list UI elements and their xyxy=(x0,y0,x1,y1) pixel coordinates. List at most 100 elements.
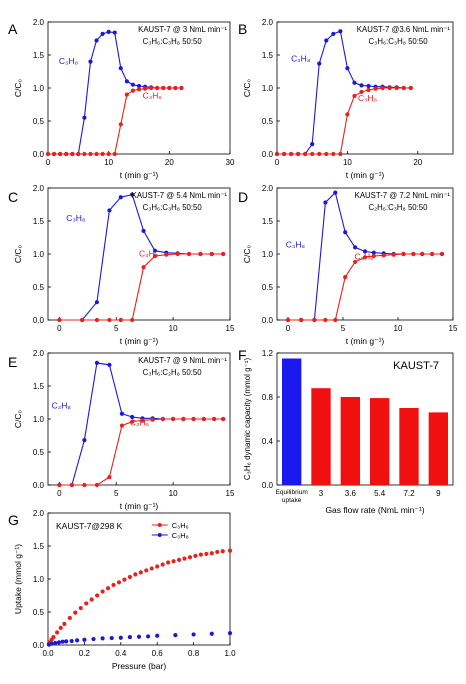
c3h6-point xyxy=(82,482,87,488)
c3h6-point xyxy=(57,317,62,323)
c3h8-point xyxy=(112,30,117,35)
c3h6-point xyxy=(381,253,386,258)
y-tick-label: 0.0 xyxy=(262,481,274,490)
y-tick-label: 0.5 xyxy=(33,448,45,457)
annotation-line2: C₃H₆:C₃H₈ 50:50 xyxy=(369,37,429,46)
c3h6-point xyxy=(144,568,149,573)
y-tick-label: 0.0 xyxy=(262,316,274,325)
c3h6-point xyxy=(167,85,172,91)
c3h6-point xyxy=(204,551,209,557)
c3h8-point xyxy=(362,249,368,254)
y-tick-label: 0.5 xyxy=(33,117,45,126)
c3h8-point xyxy=(141,228,146,233)
c3h8-point xyxy=(310,142,315,147)
y-tick-label: 1.0 xyxy=(262,84,274,93)
c3h6-point xyxy=(149,85,154,91)
c3h6-point xyxy=(155,564,160,569)
legend-label: C₃H₆ xyxy=(172,521,189,530)
c3h6-point xyxy=(371,253,376,259)
c3h6-point xyxy=(164,252,169,257)
c3h8-point xyxy=(88,59,93,64)
bar-9 xyxy=(428,412,449,485)
c3h6-point xyxy=(352,93,357,99)
c3h6-point xyxy=(211,416,217,422)
c3h6-point xyxy=(324,151,329,157)
c3h8-point xyxy=(352,80,357,85)
panel-letter-f: F xyxy=(238,347,247,363)
c3h6-point xyxy=(78,605,83,611)
x-tick-label: 1.0 xyxy=(224,649,236,658)
c3h6-point xyxy=(150,417,155,422)
panel-letter-a: A xyxy=(8,21,18,37)
c3h6-point xyxy=(67,615,72,621)
x-tick-label: 20 xyxy=(413,158,422,167)
c3h8-point xyxy=(60,639,65,644)
annotation-line1: KAUST-7 @ 5.4 NmL min⁻¹ xyxy=(132,191,228,200)
y-axis-label: C₃H₆ dynamic capacity (mmol g⁻¹) xyxy=(243,358,252,481)
c3h6-point xyxy=(140,418,145,423)
series-label-c3h6: C₃H₆ xyxy=(139,249,158,259)
c3h6-point xyxy=(296,151,301,157)
x-tick-label: 0.2 xyxy=(79,649,91,658)
y-tick-label: 1.5 xyxy=(33,51,45,60)
x-tick-label: 0 xyxy=(275,158,280,167)
c3h8-point xyxy=(94,360,100,365)
c3h6-point xyxy=(175,251,180,257)
c3h6-line xyxy=(59,253,224,321)
c3h6-point xyxy=(439,251,445,257)
c3h8-point xyxy=(64,639,69,644)
c3h8-point xyxy=(119,411,125,416)
c3h6-point xyxy=(401,85,406,91)
c3h6-point xyxy=(198,552,203,557)
c3h8-point xyxy=(49,641,54,646)
c3h6-point xyxy=(299,317,304,323)
c3h6-point xyxy=(227,548,233,553)
y-tick-label: 0.5 xyxy=(33,608,45,617)
c3h8-point xyxy=(146,634,151,639)
c3h8-point xyxy=(107,362,112,367)
bar-5-4 xyxy=(369,398,390,485)
c3h6-point xyxy=(69,482,74,488)
c3h6-point xyxy=(142,86,148,91)
y-tick-label: 1.2 xyxy=(262,349,274,358)
c3h8-point xyxy=(359,83,364,88)
c3h8-point xyxy=(331,31,336,36)
x-tick-label: 10 xyxy=(104,158,113,167)
c3h8-point xyxy=(118,66,123,71)
c3h6-point xyxy=(176,557,182,562)
c3h6-point xyxy=(323,317,328,323)
c3h8-point xyxy=(130,82,136,87)
bar-7-2 xyxy=(399,408,419,485)
c3h6-point xyxy=(179,85,184,91)
c3h8-point xyxy=(118,635,123,640)
panel-b: 0 10 20 0.0 0.5 1.0 1.5 2.0 t (min g⁻¹) C/C₀ KAUST… xyxy=(242,18,454,180)
x-tick-label: 15 xyxy=(226,324,235,333)
c3h8-point xyxy=(317,61,322,66)
c3h6-line xyxy=(277,87,411,155)
x-tick-label: 30 xyxy=(226,158,235,167)
c3h6-point xyxy=(138,570,143,575)
c3h8-point xyxy=(333,190,338,195)
x-axis-label: t (min g⁻¹) xyxy=(346,336,385,346)
x-tick-label: 0 xyxy=(46,158,51,167)
x-tick-label: 15 xyxy=(449,324,458,333)
x-tick-label: Equilibrium xyxy=(276,489,308,496)
c3h8-point xyxy=(136,634,142,639)
x-axis-label: Gas flow rate (NmL min⁻¹) xyxy=(325,505,424,515)
chart-title: KAUST-7 xyxy=(393,360,439,372)
c3h6-point xyxy=(127,574,132,580)
y-axis-label: C/C₀ xyxy=(242,244,252,263)
x-tick-label: 10 xyxy=(343,158,352,167)
c3h6-point xyxy=(100,151,105,157)
series-label-c3h8: C₃H₈ xyxy=(286,239,306,249)
series-label-c3h6: C₃H₆ xyxy=(358,93,377,103)
c3h6-point xyxy=(95,593,100,598)
annotation-line1: KAUST-7 @3.6 NmL min⁻¹ xyxy=(357,25,451,34)
c3h6-point xyxy=(89,597,94,602)
c3h6-point xyxy=(80,317,85,323)
series-label-c3h8: C₃H₈ xyxy=(66,213,86,223)
c3h6-point xyxy=(430,251,435,257)
annotation-line1: KAUST-7 @ 7.2 NmL min⁻¹ xyxy=(355,191,451,200)
x-tick-label: 5.4 xyxy=(374,489,386,498)
c3h6-point xyxy=(155,85,160,91)
